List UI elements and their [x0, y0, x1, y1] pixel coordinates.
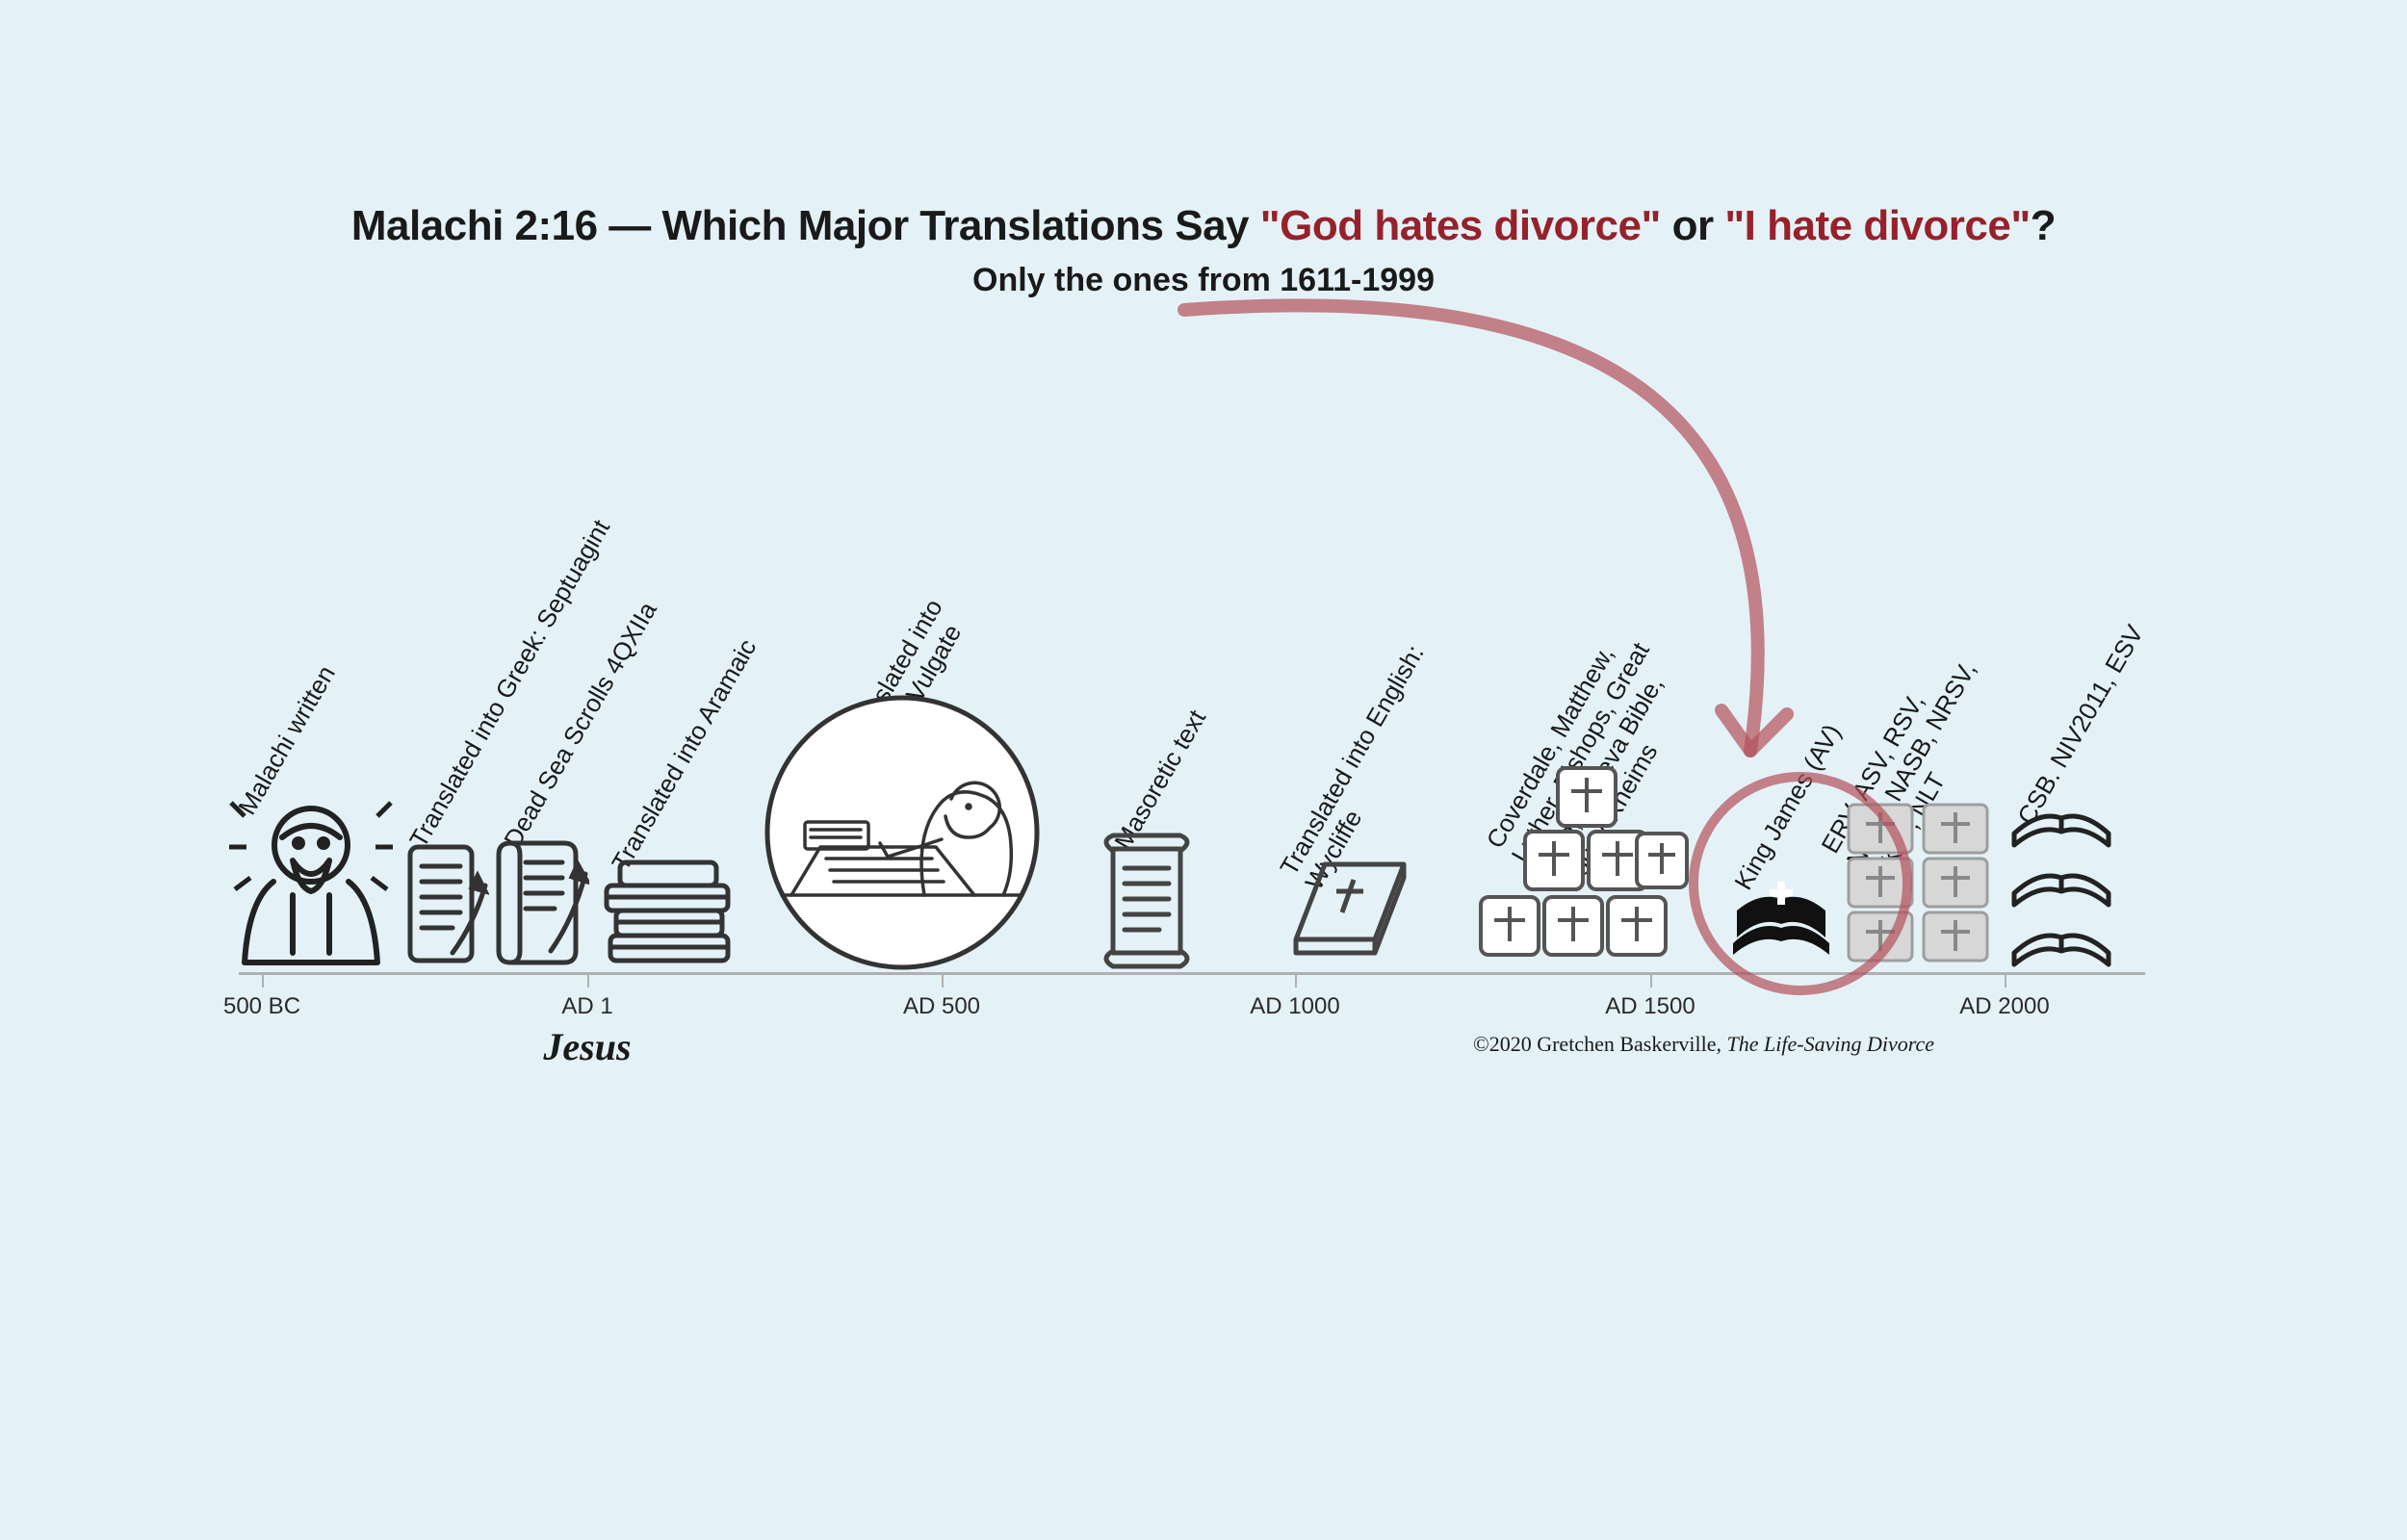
bible-grid-icon: [1471, 762, 1696, 970]
highlight-circle: [1689, 772, 1912, 995]
label-septuagint: Translated into Greek: Septuagint: [404, 515, 616, 853]
title-mid: or: [1661, 202, 1724, 249]
tick: [587, 972, 589, 988]
title-prefix: Malachi 2:16 — Which Major Translations …: [351, 202, 1260, 249]
tick-label: AD 500: [903, 993, 980, 1020]
tick: [2005, 972, 2006, 988]
title-quote-1: "God hates divorce": [1260, 202, 1661, 249]
openbook-stack-icon: [2006, 795, 2116, 970]
tick-label: 500 BC: [223, 993, 300, 1020]
prophet-icon: [229, 789, 393, 972]
book-stack-icon: [597, 857, 741, 970]
parchment-icon: [1094, 826, 1200, 970]
highlight-arrow: [1175, 289, 1868, 828]
monk-circle-icon: [763, 693, 1042, 972]
copyright: ©2020 Gretchen Baskerville, The Life-Sav…: [1473, 1032, 1934, 1057]
tick: [942, 972, 944, 988]
tick: [262, 972, 264, 988]
title-suffix: ?: [2031, 202, 2056, 249]
scroll-icon: [495, 830, 589, 972]
title-quote-2: "I hate divorce": [1724, 202, 2030, 249]
label-aramaic: Translated into Aramaic: [607, 634, 763, 876]
tablet-icon: [402, 837, 489, 972]
tick-label: AD 2000: [1959, 993, 2049, 1020]
copyright-book: The Life-Saving Divorce: [1727, 1032, 1934, 1056]
copyright-text: ©2020 Gretchen Baskerville,: [1473, 1032, 1727, 1056]
jesus-label: Jesus: [543, 1024, 631, 1069]
page-title: Malachi 2:16 — Which Major Translations …: [351, 202, 2056, 250]
tick-label: AD 1500: [1605, 993, 1695, 1020]
tick: [1295, 972, 1297, 988]
bible-closed-icon: [1275, 847, 1419, 968]
tick-label: AD 1000: [1250, 993, 1339, 1020]
tick-label: AD 1: [561, 993, 612, 1020]
tick: [1650, 972, 1652, 988]
